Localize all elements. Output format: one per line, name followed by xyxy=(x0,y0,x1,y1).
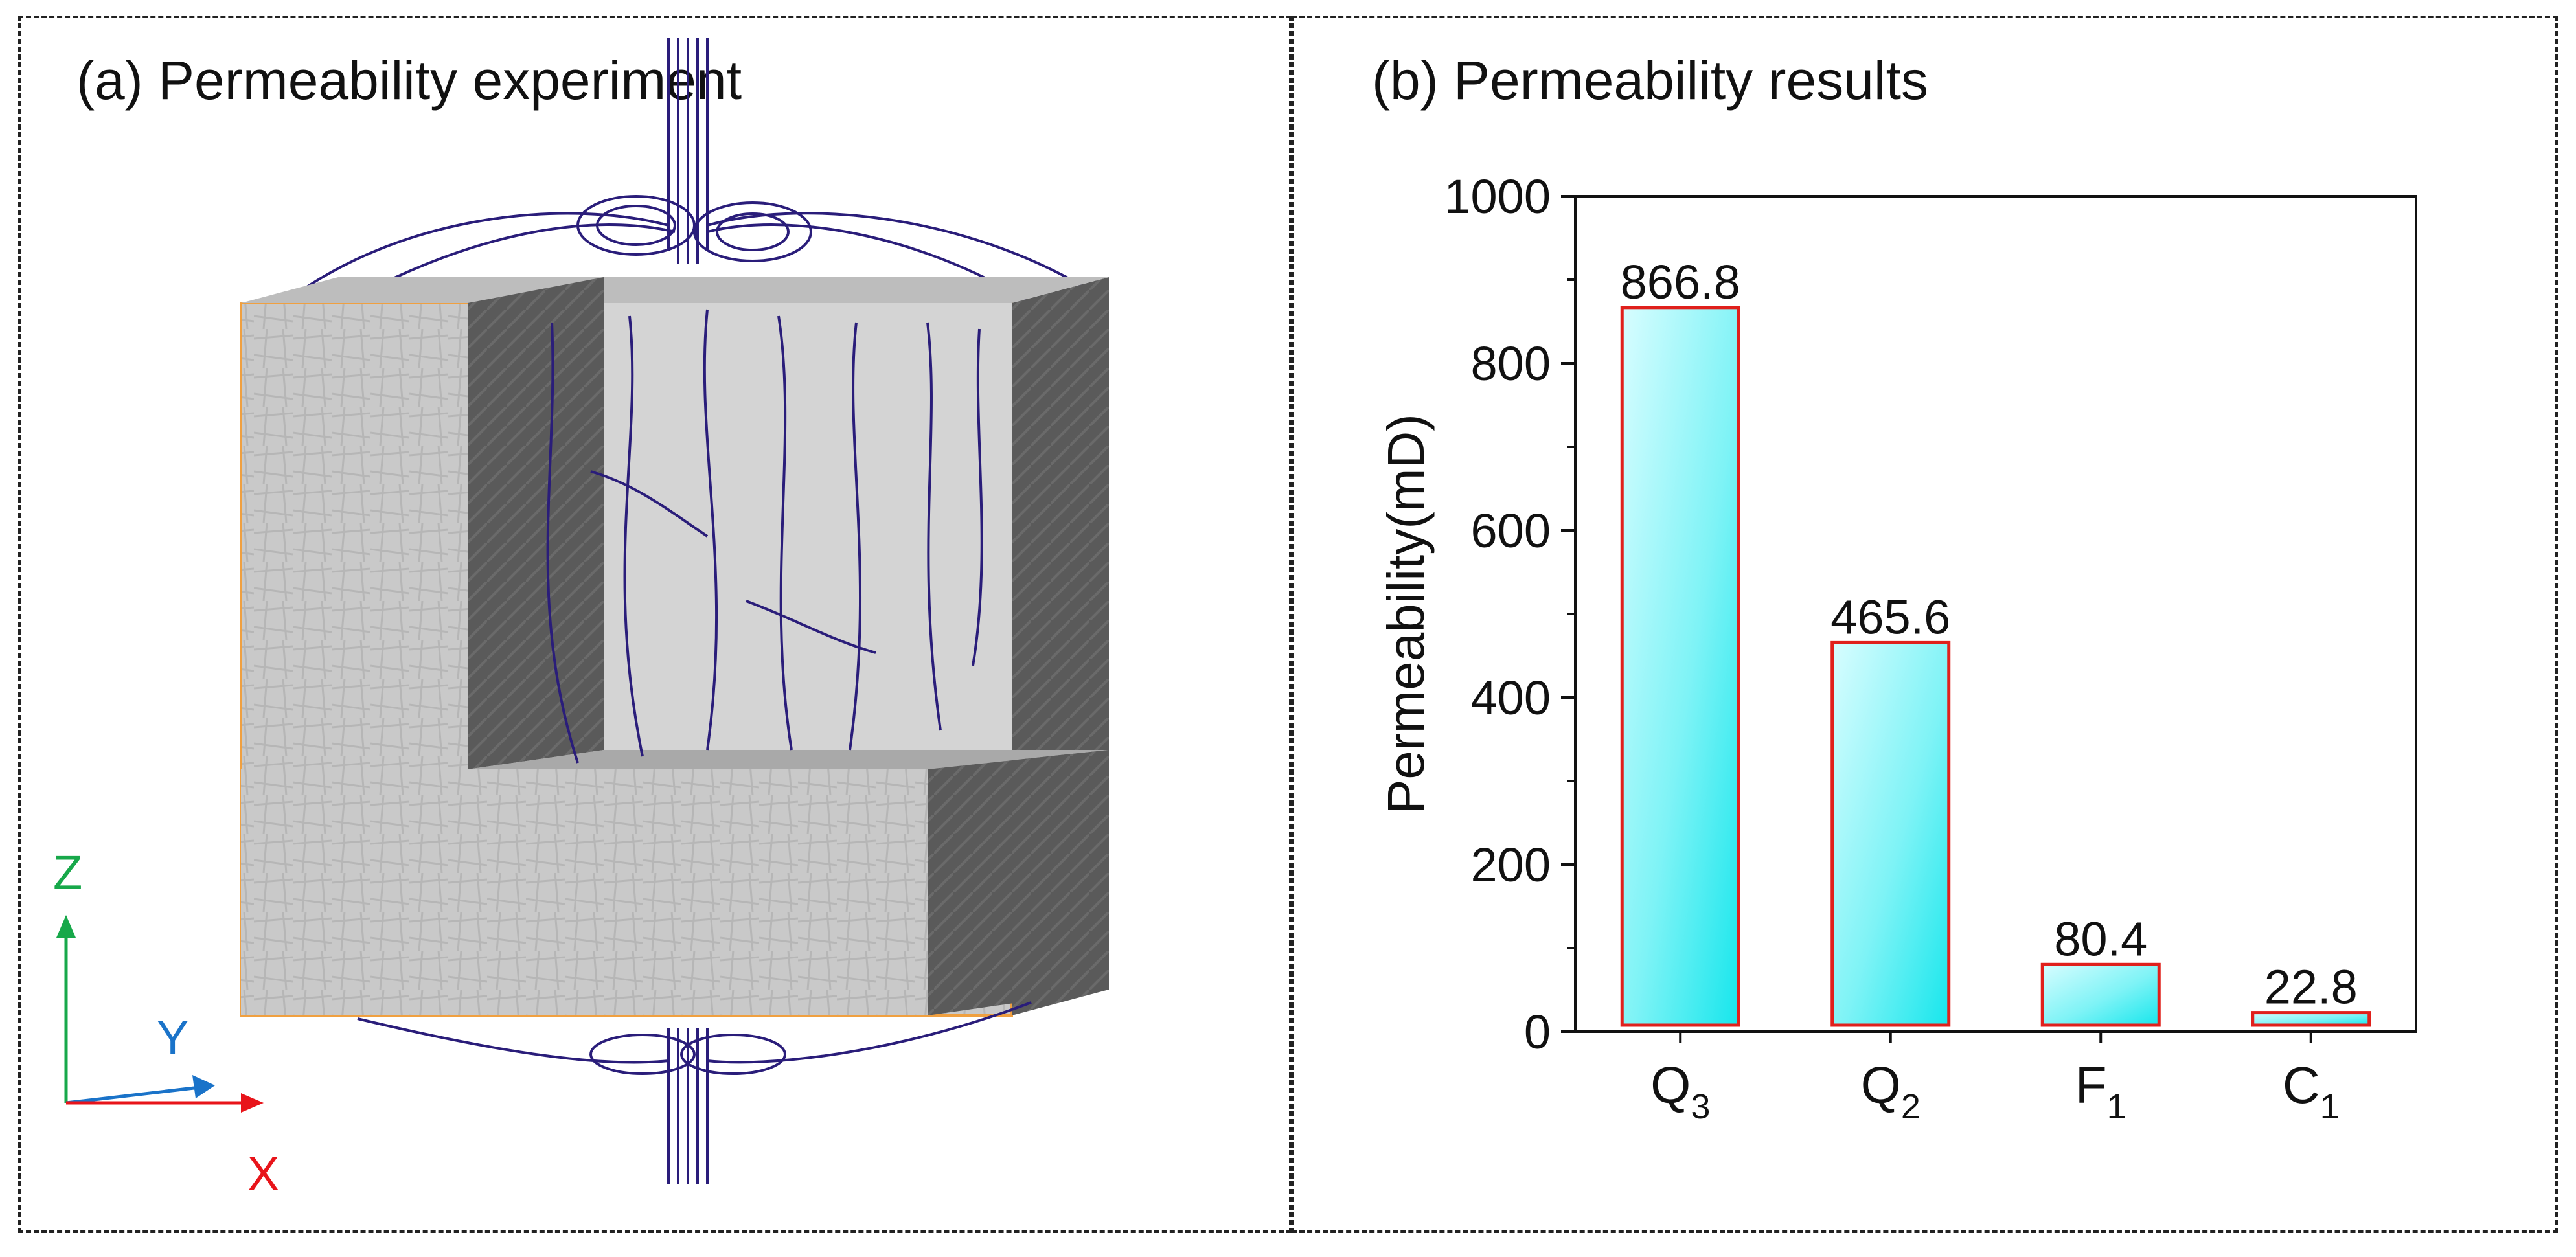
x-axis-label: X xyxy=(247,1147,279,1201)
x-tick-label: Q2 xyxy=(1861,1056,1921,1126)
pore-streamlines xyxy=(546,309,983,764)
bottom-streamlines xyxy=(357,1001,1032,1184)
y-axis-label: Y xyxy=(157,1011,188,1065)
panel-b-frame: (b) Permeability results 0 200 400 600 800 10… xyxy=(1292,16,2558,1233)
y-tick-label: 1000 xyxy=(1444,170,1551,223)
bar xyxy=(1620,306,1740,1027)
top-streamlines xyxy=(291,38,1091,304)
panel-b-title: (b) Permeability results xyxy=(1372,50,1928,111)
bar-data-label: 80.4 xyxy=(2054,912,2147,966)
bar xyxy=(2251,1011,2371,1027)
bar-data-label: 465.6 xyxy=(1830,590,1950,644)
permeability-3d-figure: Z Y X xyxy=(53,38,1109,1201)
y-tick-label: 0 xyxy=(1524,1005,1551,1059)
cutout-floor xyxy=(468,750,1109,769)
panel-a-title: (a) Permeability experiment xyxy=(76,50,742,111)
z-axis-label: Z xyxy=(53,846,82,900)
x-tick-label: C1 xyxy=(2283,1056,2340,1126)
axis-triad xyxy=(56,915,264,1113)
y-axis-arrow xyxy=(192,1075,215,1098)
rock-lower-face xyxy=(241,769,928,1015)
bar xyxy=(1830,640,1951,1027)
x-axis-arrow xyxy=(241,1093,264,1113)
y-axis-title: Permeability(mD) xyxy=(1377,414,1435,814)
y-axis-line xyxy=(65,1085,206,1105)
bar-data-label: 866.8 xyxy=(1621,255,1740,309)
y-tick-label: 800 xyxy=(1471,337,1551,391)
panel-a-frame: (a) Permeability experiment xyxy=(18,16,1292,1233)
bar xyxy=(2040,962,2161,1027)
y-tick-label: 400 xyxy=(1471,671,1551,725)
cutout-left-wall xyxy=(468,277,604,769)
rock-top-face xyxy=(241,277,1109,303)
x-tick-label: Q3 xyxy=(1650,1056,1710,1126)
y-tick-label: 600 xyxy=(1471,504,1551,558)
y-tick-label: 200 xyxy=(1471,838,1551,892)
cutout-right-wall xyxy=(928,750,1109,1015)
bar-data-label: 22.8 xyxy=(2264,960,2358,1014)
x-tick-label: F1 xyxy=(2075,1056,2126,1126)
permeability-bar-chart: 0 200 400 600 800 1000 Permeability(mD) 866.8 Q3… xyxy=(1377,170,2417,1126)
z-axis-arrow xyxy=(56,915,76,938)
